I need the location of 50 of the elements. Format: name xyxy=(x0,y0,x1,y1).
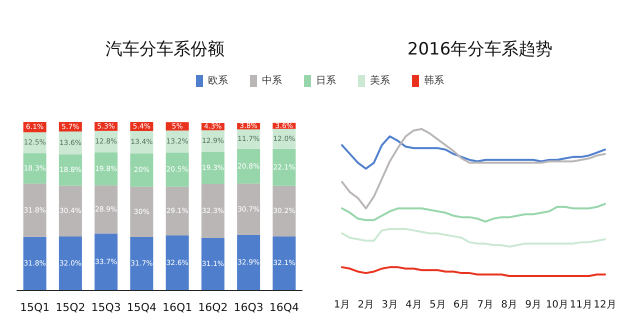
legend-label: 日系 xyxy=(316,74,336,86)
bar xyxy=(237,184,260,236)
x-tick-label: 9月 xyxy=(525,300,542,310)
legend-label: 中系 xyxy=(262,74,282,86)
bar xyxy=(23,153,46,184)
x-tick-label: 1月 xyxy=(334,300,350,310)
x-tick-label: 16Q2 xyxy=(198,301,228,314)
bar xyxy=(237,148,260,184)
x-tick-label: 6月 xyxy=(453,300,470,310)
x-tick-label: 12月 xyxy=(594,300,616,310)
x-tick-label: 5月 xyxy=(429,300,446,310)
bar xyxy=(130,186,154,238)
x-tick-label: 2月 xyxy=(358,300,374,310)
legend-label: 美系 xyxy=(370,74,390,86)
bar xyxy=(94,234,118,290)
x-tick-label: 15Q1 xyxy=(20,301,50,314)
legend-label: 韩系 xyxy=(424,74,444,86)
bar xyxy=(166,236,189,290)
x-tick-label: 16Q4 xyxy=(269,301,300,314)
bar xyxy=(58,236,82,290)
bar xyxy=(23,236,46,290)
bar xyxy=(272,186,296,236)
bar xyxy=(166,186,189,236)
bar xyxy=(58,186,82,237)
bar xyxy=(201,152,224,184)
x-tick-label: 7月 xyxy=(477,300,494,310)
bar xyxy=(201,238,224,290)
bar xyxy=(166,152,189,187)
x-tick-label: 11月 xyxy=(570,300,592,310)
x-tick-label: 15Q2 xyxy=(56,301,86,314)
x-tick-label: 4月 xyxy=(406,300,422,310)
bar xyxy=(23,184,46,237)
x-tick-label: 16Q1 xyxy=(162,301,192,314)
bar xyxy=(94,152,118,186)
bar xyxy=(130,237,154,290)
bar xyxy=(130,153,154,187)
bar xyxy=(272,148,296,186)
chart-title: 汽车分车系份额 xyxy=(106,40,224,60)
x-tick-label: 16Q3 xyxy=(234,301,264,314)
x-tick-label: 10月 xyxy=(546,300,569,310)
x-tick-label: 15Q4 xyxy=(126,301,157,314)
bar xyxy=(272,236,296,290)
bar xyxy=(237,235,260,290)
legend-label: 欧系 xyxy=(208,74,228,86)
bar xyxy=(201,184,224,238)
bar xyxy=(94,185,118,234)
x-tick-label: 3月 xyxy=(382,300,398,310)
x-tick-label: 15Q3 xyxy=(91,301,121,314)
chart-title: 2016年分车系趋势 xyxy=(407,40,553,60)
x-tick-label: 8月 xyxy=(501,300,518,310)
